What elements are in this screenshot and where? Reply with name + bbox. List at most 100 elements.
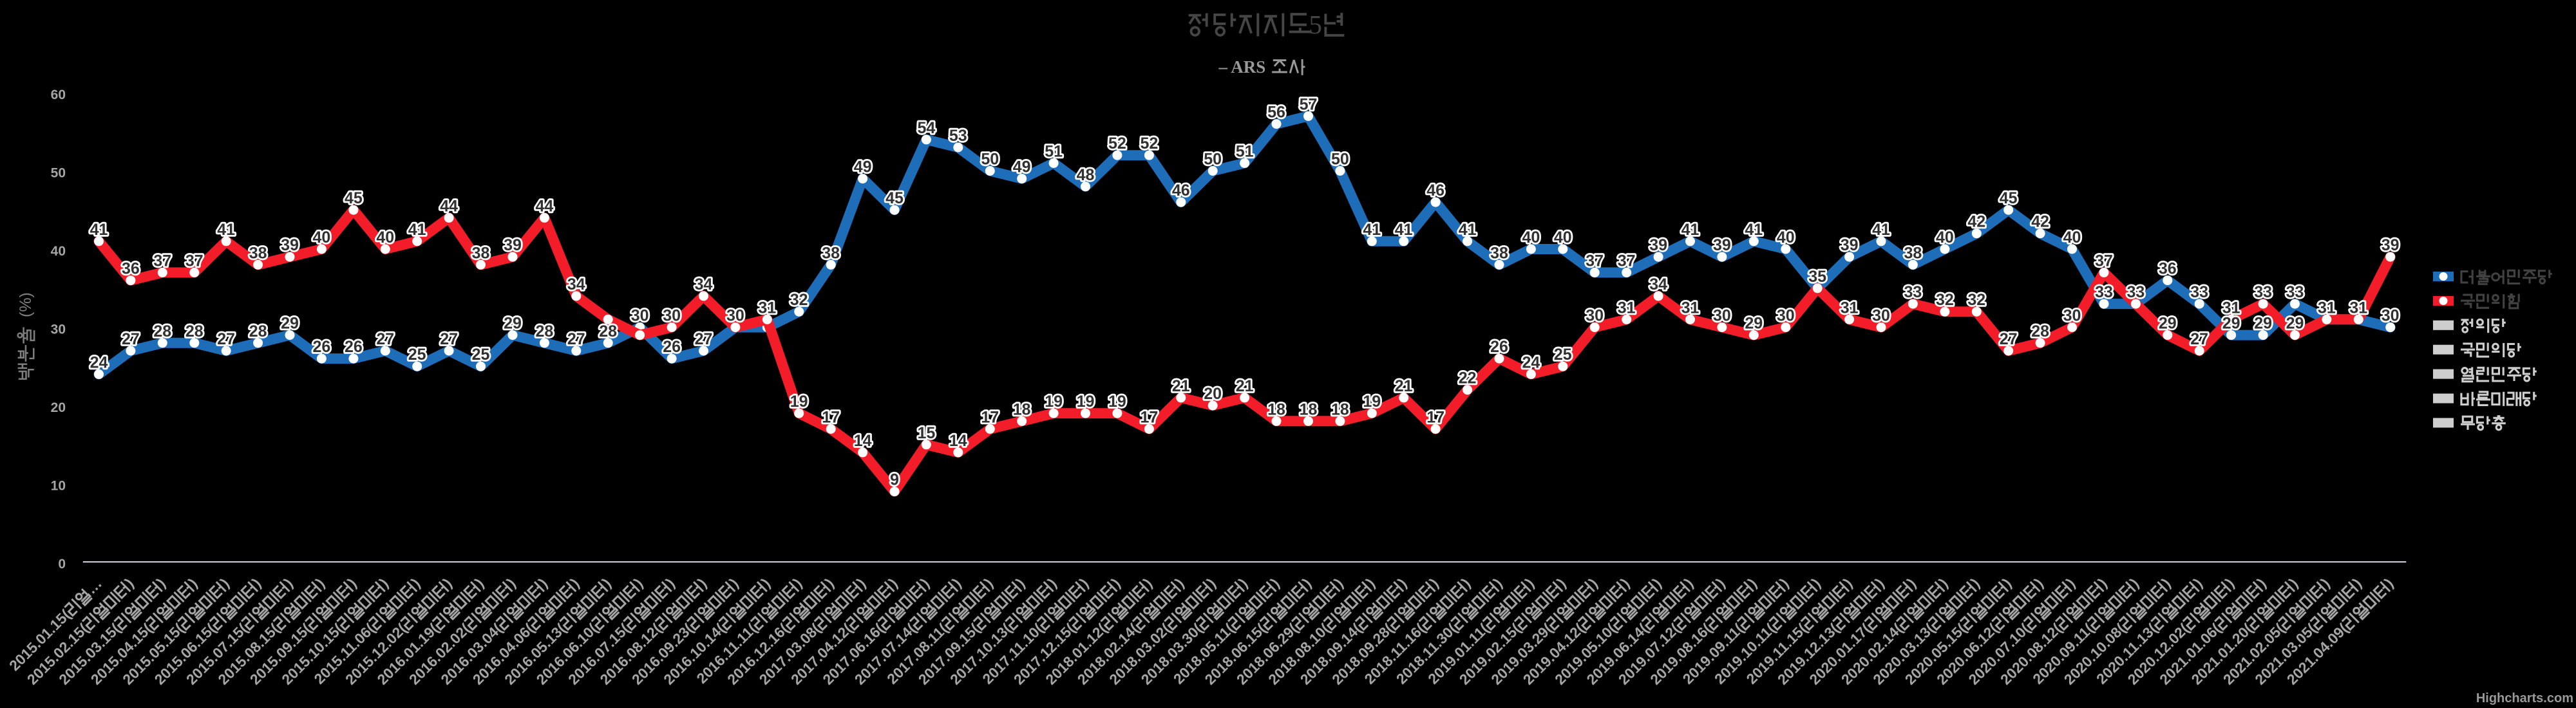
svg-text:28: 28 xyxy=(185,322,204,340)
svg-text:48: 48 xyxy=(1077,166,1095,184)
svg-text:30: 30 xyxy=(663,307,681,325)
svg-text:39: 39 xyxy=(2382,236,2400,254)
svg-text:27: 27 xyxy=(217,330,235,348)
svg-text:34: 34 xyxy=(695,275,713,293)
svg-text:27: 27 xyxy=(122,330,140,348)
svg-text:50: 50 xyxy=(1204,151,1222,169)
svg-text:20: 20 xyxy=(51,400,66,415)
svg-text:50: 50 xyxy=(1331,151,1349,169)
svg-text:27: 27 xyxy=(567,330,585,348)
svg-text:57: 57 xyxy=(1300,95,1318,113)
svg-text:21: 21 xyxy=(1395,377,1413,395)
svg-text:41: 41 xyxy=(1395,221,1413,239)
svg-text:38: 38 xyxy=(822,244,840,262)
svg-text:40: 40 xyxy=(1522,228,1540,247)
svg-text:45: 45 xyxy=(345,189,363,207)
svg-text:29: 29 xyxy=(2159,315,2177,333)
svg-text:51: 51 xyxy=(1045,142,1063,160)
svg-text:46: 46 xyxy=(1172,182,1190,200)
svg-text:40: 40 xyxy=(1777,228,1795,247)
svg-text:27: 27 xyxy=(2190,330,2208,348)
svg-text:18: 18 xyxy=(1013,400,1031,418)
svg-text:39: 39 xyxy=(1649,236,1667,254)
svg-text:31: 31 xyxy=(2349,299,2367,317)
svg-text:22: 22 xyxy=(1459,369,1477,387)
svg-text:38: 38 xyxy=(1490,244,1508,262)
svg-text:45: 45 xyxy=(2000,189,2018,207)
svg-text:37: 37 xyxy=(1618,252,1636,270)
svg-text:19: 19 xyxy=(1363,393,1381,411)
svg-text:28: 28 xyxy=(249,322,267,340)
svg-text:19: 19 xyxy=(1077,393,1095,411)
svg-text:32: 32 xyxy=(1967,291,1985,309)
svg-text:33: 33 xyxy=(2126,283,2145,301)
svg-text:38: 38 xyxy=(472,244,490,262)
svg-text:34: 34 xyxy=(1649,275,1667,293)
svg-text:14: 14 xyxy=(854,432,872,450)
svg-text:18: 18 xyxy=(1267,400,1285,418)
svg-text:26: 26 xyxy=(312,338,330,356)
svg-text:26: 26 xyxy=(663,338,681,356)
svg-text:21: 21 xyxy=(1172,377,1190,395)
svg-text:19: 19 xyxy=(790,393,808,411)
svg-text:29: 29 xyxy=(2254,315,2272,333)
svg-text:33: 33 xyxy=(2190,283,2208,301)
svg-text:41: 41 xyxy=(1459,221,1477,239)
svg-text:29: 29 xyxy=(2222,315,2240,333)
svg-text:29: 29 xyxy=(504,315,522,333)
svg-text:17: 17 xyxy=(822,409,840,427)
svg-text:42: 42 xyxy=(2031,213,2049,231)
svg-text:33: 33 xyxy=(2286,283,2304,301)
svg-text:29: 29 xyxy=(1745,315,1763,333)
svg-text:37: 37 xyxy=(153,252,171,270)
svg-text:27: 27 xyxy=(440,330,458,348)
svg-text:28: 28 xyxy=(599,322,617,340)
svg-text:– ARS: – ARS xyxy=(1218,57,1266,77)
svg-text:40: 40 xyxy=(312,228,330,247)
svg-text:26: 26 xyxy=(1490,338,1508,356)
svg-text:30: 30 xyxy=(726,307,744,325)
svg-text:24: 24 xyxy=(90,353,108,371)
svg-text:60: 60 xyxy=(51,88,66,102)
svg-text:39: 39 xyxy=(281,236,299,254)
svg-text:0: 0 xyxy=(58,557,66,572)
svg-text:41: 41 xyxy=(217,221,235,239)
svg-text:28: 28 xyxy=(535,322,553,340)
svg-text:21: 21 xyxy=(1236,377,1254,395)
svg-text:33: 33 xyxy=(1904,283,1922,301)
svg-text:29: 29 xyxy=(2286,315,2304,333)
svg-text:36: 36 xyxy=(122,260,140,278)
svg-text:30: 30 xyxy=(2382,307,2400,325)
svg-text:37: 37 xyxy=(2095,252,2113,270)
svg-text:17: 17 xyxy=(1140,409,1158,427)
svg-text:30: 30 xyxy=(2063,307,2081,325)
svg-text:33: 33 xyxy=(2095,283,2113,301)
svg-text:18: 18 xyxy=(1300,400,1318,418)
svg-text:31: 31 xyxy=(1618,299,1636,317)
svg-text:25: 25 xyxy=(1554,346,1572,364)
svg-text:30: 30 xyxy=(1777,307,1795,325)
svg-text:17: 17 xyxy=(1426,409,1444,427)
svg-text:33: 33 xyxy=(2254,283,2272,301)
svg-text:40: 40 xyxy=(2063,228,2081,247)
svg-text:51: 51 xyxy=(1236,142,1254,160)
svg-text:15: 15 xyxy=(917,424,935,442)
svg-text:40: 40 xyxy=(1554,228,1572,247)
svg-text:19: 19 xyxy=(1108,393,1126,411)
svg-text:30: 30 xyxy=(51,322,66,337)
svg-text:41: 41 xyxy=(90,221,108,239)
svg-text:30: 30 xyxy=(1586,307,1604,325)
svg-text:50: 50 xyxy=(981,151,999,169)
svg-text:(%): (%) xyxy=(17,292,35,317)
svg-text:39: 39 xyxy=(504,236,522,254)
svg-text:41: 41 xyxy=(408,221,426,239)
svg-text:39: 39 xyxy=(1713,236,1731,254)
svg-text:34: 34 xyxy=(567,275,585,293)
svg-text:14: 14 xyxy=(949,432,967,450)
svg-text:25: 25 xyxy=(472,346,490,364)
svg-text:30: 30 xyxy=(1713,307,1731,325)
svg-text:39: 39 xyxy=(1841,236,1859,254)
svg-text:28: 28 xyxy=(2031,322,2049,340)
svg-text:27: 27 xyxy=(695,330,713,348)
svg-text:31: 31 xyxy=(1681,299,1700,317)
